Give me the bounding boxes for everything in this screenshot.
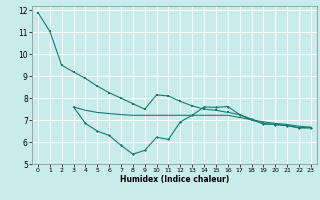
X-axis label: Humidex (Indice chaleur): Humidex (Indice chaleur) bbox=[120, 175, 229, 184]
